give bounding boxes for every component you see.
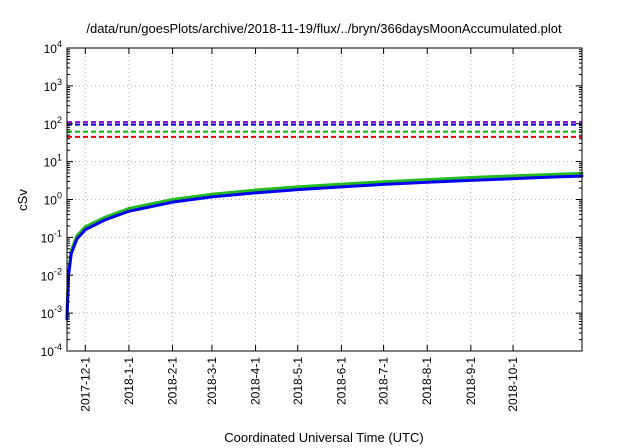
x-tick-label: 2018-7-1 (377, 357, 391, 405)
plot-frame (66, 47, 583, 352)
y-axis-label: cSv (15, 189, 30, 211)
x-axis-label: Coordinated Universal Time (UTC) (224, 430, 423, 445)
y-tick-label: 103 (44, 77, 62, 94)
y-tick-label: 10-2 (41, 266, 62, 283)
y-tick-label: 102 (44, 115, 62, 132)
x-tick-label: 2018-4-1 (249, 357, 263, 405)
x-tick-label: 2018-5-1 (291, 357, 305, 405)
y-tick-label: 104 (44, 39, 62, 56)
series-line-1 (65, 174, 584, 321)
x-tick-label: 2018-2-1 (166, 357, 180, 405)
grid (67, 48, 582, 351)
y-tick-label: 10-4 (41, 342, 62, 359)
x-tick-label: 2017-12-1 (78, 357, 92, 412)
y-tick-label: 10-3 (41, 304, 62, 321)
reference-lines (67, 121, 582, 138)
x-tick-label: 2018-6-1 (334, 357, 348, 405)
series-lines (65, 171, 584, 321)
x-tick-label: 2018-8-1 (420, 357, 434, 405)
x-tick-label: 2018-1-1 (122, 357, 136, 405)
y-axis-ticks: 10-4 10-3 10-2 10-1 100 101 102 103 104 (41, 39, 582, 359)
x-tick-label: 2018-9-1 (464, 357, 478, 405)
y-tick-label: 101 (44, 153, 62, 170)
y-tick-label: 100 (44, 191, 62, 208)
series-line-0 (65, 171, 584, 317)
x-tick-label: 2018-10-1 (506, 357, 520, 412)
y-tick-label: 10-1 (41, 228, 62, 245)
chart-title: /data/run/goesPlots/archive/2018-11-19/f… (86, 21, 562, 36)
x-axis-ticks: 2017-12-1 2018-1-1 2018-2-1 2018-3-1 2018-4-… (78, 48, 520, 412)
x-tick-label: 2018-3-1 (205, 357, 219, 405)
